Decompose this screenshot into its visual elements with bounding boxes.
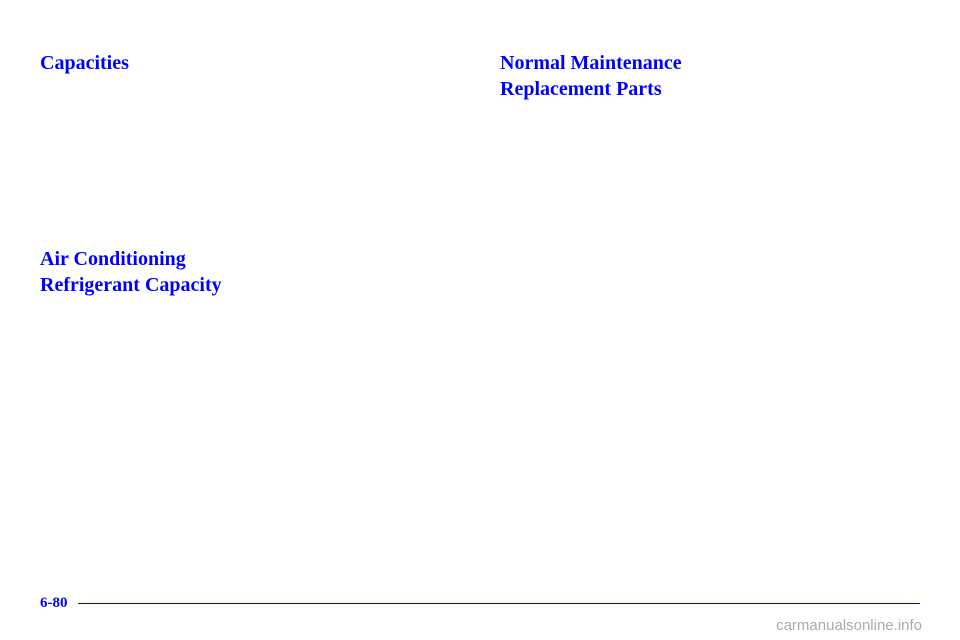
watermark: carmanualsonline.info	[776, 617, 922, 634]
heading-ac-line1: Air Conditioning	[40, 246, 460, 272]
heading-capacities: Capacities	[40, 50, 460, 76]
heading-nm-line1: Normal Maintenance	[500, 50, 920, 76]
right-column: Normal Maintenance Replacement Parts	[480, 50, 920, 610]
heading-air-conditioning: Air Conditioning Refrigerant Capacity	[40, 246, 460, 298]
left-column: Capacities Air Conditioning Refrigerant …	[40, 50, 480, 610]
heading-nm-line2: Replacement Parts	[500, 76, 920, 102]
page-number: 6-80	[40, 595, 68, 612]
page-container: Capacities Air Conditioning Refrigerant …	[0, 0, 960, 640]
heading-normal-maintenance: Normal Maintenance Replacement Parts	[500, 50, 920, 102]
heading-ac-line2: Refrigerant Capacity	[40, 272, 460, 298]
footer-line	[78, 603, 920, 604]
